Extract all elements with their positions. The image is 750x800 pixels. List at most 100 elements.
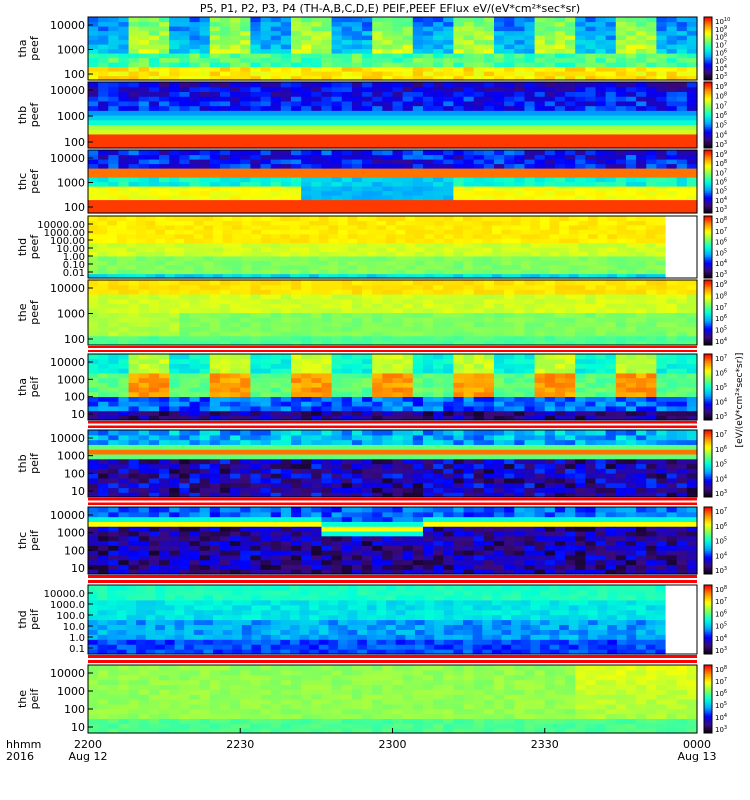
heatmap-cell (98, 303, 109, 309)
heatmap-cell (240, 66, 251, 72)
heatmap-cell (351, 124, 363, 130)
y-tick-label: 0.01 (63, 268, 85, 279)
heatmap-cell (331, 62, 343, 68)
heatmap-cell (321, 48, 333, 54)
colorbar-step (704, 297, 712, 301)
heatmap-cell (530, 229, 541, 235)
heatmap-cell (524, 326, 536, 332)
heatmap-cell (118, 133, 130, 140)
heatmap-cell (331, 298, 343, 304)
heatmap-cell (656, 30, 668, 36)
heatmap-cell (382, 39, 394, 45)
colorbar-step (704, 328, 712, 331)
heatmap-cell (260, 298, 272, 304)
heatmap-cell (331, 86, 343, 93)
heatmap-cell (666, 208, 678, 214)
heatmap-cell (372, 326, 383, 332)
heatmap-cell (270, 255, 281, 261)
heatmap-cell (362, 39, 373, 45)
heatmap-cell (666, 71, 678, 77)
heatmap-cell (686, 21, 698, 27)
colorbar-step (704, 175, 712, 178)
heatmap-cell (539, 251, 551, 257)
heatmap-cell (666, 154, 678, 160)
colorbar-step (704, 54, 712, 57)
heatmap-cell (174, 273, 185, 279)
colorbar-step (704, 101, 712, 104)
heatmap-cell (412, 133, 424, 140)
heatmap-cell (494, 280, 505, 286)
heatmap-cell (585, 124, 597, 130)
heatmap-cell (250, 293, 262, 300)
heatmap-cell (656, 21, 668, 27)
heatmap-cell (199, 143, 211, 149)
heatmap-cell (362, 143, 373, 149)
heatmap-cell (575, 204, 586, 210)
heatmap-cell (433, 62, 444, 68)
heatmap-cell (328, 260, 339, 266)
heatmap-cell (372, 289, 383, 295)
heatmap-cell (568, 216, 580, 222)
heatmap-cell (625, 86, 637, 93)
heatmap-cell (362, 335, 373, 341)
heatmap-cell (169, 177, 180, 183)
heatmap-cell (372, 35, 383, 41)
heatmap-cell (328, 216, 339, 222)
heatmap-cell (534, 312, 546, 318)
heatmap-cell (656, 66, 668, 72)
heatmap-cell (341, 110, 353, 116)
heatmap-cell (402, 21, 414, 27)
colorbar-step (704, 170, 712, 173)
heatmap-cell (473, 303, 485, 309)
heatmap-cell (645, 269, 656, 275)
heatmap-cell (230, 143, 241, 149)
heatmap-cell (433, 48, 444, 54)
heatmap-cell (116, 224, 128, 230)
heatmap-cell (554, 39, 566, 45)
heatmap-cell (575, 53, 586, 59)
heatmap-cell (544, 115, 556, 121)
heatmap-cell (514, 190, 526, 196)
heatmap-cell (341, 331, 353, 337)
heatmap-cell (159, 150, 170, 156)
heatmap-cell (301, 415, 312, 421)
heatmap-cell (626, 233, 637, 239)
heatmap-cell (453, 280, 465, 286)
heatmap-cell (240, 199, 251, 205)
heatmap-cell (169, 391, 180, 398)
heatmap-cell (88, 363, 99, 369)
heatmap-cell (98, 129, 109, 135)
heatmap-cell (646, 53, 657, 59)
heatmap-cell (625, 21, 637, 27)
colorbar-tick-label: 103 (715, 72, 727, 81)
heatmap-cell (575, 163, 586, 169)
heatmap-cell (189, 396, 201, 402)
heatmap-cell (321, 326, 333, 332)
heatmap-cell (686, 53, 698, 59)
heatmap-cell (138, 335, 150, 341)
heatmap-cell (301, 340, 312, 346)
heatmap-cell (453, 62, 465, 68)
heatmap-cell (362, 368, 373, 374)
colorbar-step (704, 281, 712, 284)
heatmap-cell (309, 238, 320, 244)
heatmap-cell (607, 238, 618, 244)
heatmap-cell (463, 303, 475, 309)
heatmap-cell (351, 82, 363, 88)
heatmap-cell (184, 224, 195, 230)
heatmap-cell (575, 143, 586, 149)
colorbar-step (704, 21, 712, 24)
colorbar-step (704, 111, 712, 114)
heatmap-cell (189, 100, 201, 107)
heatmap-cell (565, 317, 576, 323)
heatmap-cell (88, 159, 99, 165)
heatmap-cell (250, 335, 262, 341)
heatmap-cell (138, 391, 150, 398)
heatmap-cell (402, 17, 414, 23)
heatmap-cell (625, 186, 637, 192)
heatmap-cell (544, 284, 556, 290)
heatmap-cell (280, 124, 292, 130)
heatmap-cell (291, 415, 302, 421)
heatmap-cell (159, 391, 170, 398)
heatmap-cell (615, 168, 627, 174)
